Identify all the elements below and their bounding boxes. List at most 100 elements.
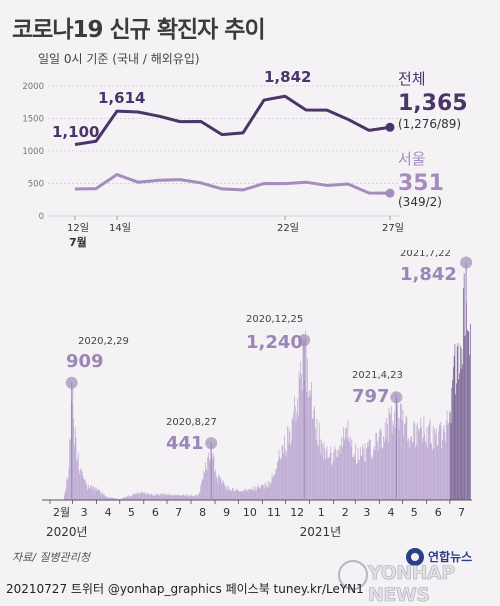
- daily-bar: [358, 448, 359, 500]
- daily-bar: [158, 495, 159, 500]
- daily-bar: [191, 495, 192, 500]
- daily-bar: [169, 494, 170, 500]
- daily-bar: [469, 355, 470, 500]
- daily-bar: [291, 442, 292, 500]
- daily-bar: [176, 496, 177, 500]
- daily-bar: [203, 471, 204, 500]
- daily-bar: [393, 421, 394, 500]
- daily-bar: [89, 488, 90, 500]
- daily-bar: [288, 443, 289, 500]
- daily-bar: [409, 447, 410, 500]
- year-label-2020: 2020년: [46, 525, 88, 539]
- daily-bar: [395, 428, 396, 500]
- daily-bar: [177, 495, 178, 500]
- daily-bar: [68, 478, 69, 500]
- latest-detail-seoul: (349/2): [398, 195, 442, 209]
- daily-bar: [375, 451, 376, 500]
- daily-bar: [322, 444, 323, 500]
- daily-bar: [286, 456, 287, 500]
- daily-bar: [216, 476, 217, 500]
- daily-bar: [99, 489, 100, 500]
- daily-bar: [379, 437, 380, 500]
- daily-bar: [203, 480, 204, 500]
- month-tick-label: 10: [243, 506, 257, 519]
- daily-bar: [155, 494, 156, 500]
- daily-bar: [315, 429, 316, 500]
- daily-bar: [235, 490, 236, 500]
- daily-bar: [134, 494, 135, 500]
- daily-bar: [79, 474, 80, 500]
- daily-bar: [271, 482, 272, 500]
- daily-bar: [393, 425, 394, 500]
- latest-value-seoul: 351: [398, 171, 444, 196]
- daily-bar: [138, 493, 139, 500]
- daily-bar: [103, 495, 104, 500]
- daily-bar: [92, 490, 93, 500]
- daily-bar: [200, 492, 201, 500]
- daily-bar: [204, 473, 205, 500]
- daily-bar: [385, 422, 386, 500]
- daily-bar: [443, 429, 444, 500]
- daily-bar: [376, 433, 377, 500]
- daily-bar: [334, 461, 335, 500]
- daily-bar: [145, 494, 146, 500]
- daily-bar: [245, 491, 246, 500]
- daily-bar: [153, 496, 154, 500]
- daily-bar: [328, 458, 329, 500]
- daily-bar: [157, 495, 158, 500]
- daily-bar: [267, 487, 268, 500]
- daily-bar: [81, 470, 82, 500]
- daily-bar: [431, 444, 432, 500]
- daily-bar: [205, 462, 206, 500]
- daily-bar: [239, 491, 240, 500]
- daily-bar: [262, 485, 263, 500]
- daily-bar: [171, 495, 172, 500]
- daily-bar: [293, 413, 294, 500]
- daily-bar: [397, 404, 398, 500]
- daily-bar: [228, 486, 229, 500]
- daily-bar: [195, 495, 196, 500]
- daily-bar: [289, 432, 290, 500]
- daily-bar: [378, 451, 379, 500]
- daily-bar: [82, 472, 83, 500]
- daily-bar: [275, 473, 276, 500]
- daily-bar: [435, 433, 436, 500]
- daily-bar: [448, 423, 449, 500]
- daily-bar: [273, 476, 274, 500]
- daily-bar: [275, 469, 276, 500]
- daily-bar: [126, 497, 127, 500]
- daily-bar: [455, 394, 456, 500]
- daily-bar: [217, 483, 218, 500]
- callout-point: [460, 256, 472, 268]
- daily-bar: [76, 460, 77, 500]
- daily-bar: [145, 492, 146, 500]
- month-tick-label: 8: [199, 506, 206, 519]
- daily-bar: [161, 493, 162, 500]
- daily-bar: [186, 496, 187, 500]
- daily-bar: [425, 441, 426, 500]
- daily-bar: [64, 495, 65, 500]
- daily-bar: [175, 495, 176, 500]
- daily-bar: [404, 424, 405, 500]
- daily-bar: [65, 492, 66, 500]
- daily-bar: [309, 390, 310, 500]
- daily-bar: [429, 423, 430, 500]
- daily-bar: [193, 496, 194, 500]
- daily-bar: [313, 410, 314, 500]
- daily-bar: [314, 406, 315, 500]
- daily-bar: [353, 457, 354, 500]
- daily-bar: [214, 472, 215, 500]
- month-tick-label: 2: [342, 506, 349, 519]
- daily-bar: [66, 478, 67, 500]
- daily-bar: [419, 431, 420, 500]
- daily-bar: [344, 440, 345, 500]
- daily-bar: [289, 427, 290, 500]
- daily-bar: [77, 458, 78, 500]
- daily-bar: [101, 495, 102, 500]
- daily-bar: [266, 486, 267, 500]
- daily-bar: [402, 420, 403, 500]
- daily-bar: [427, 428, 428, 500]
- month-tick-label: 7: [175, 506, 182, 519]
- daily-bar: [103, 494, 104, 500]
